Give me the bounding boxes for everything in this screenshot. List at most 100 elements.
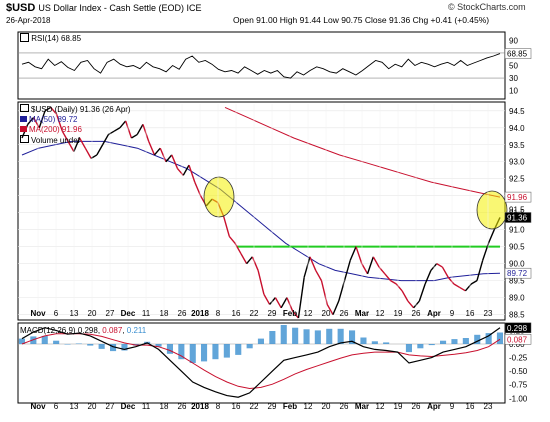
- price-x-tick: 23: [484, 309, 493, 318]
- macd-histogram-bar: [428, 344, 435, 346]
- highlight-circle-january: [203, 176, 235, 218]
- price-segment: [102, 134, 109, 146]
- legend-volume-text: Volume undef: [31, 136, 80, 145]
- price-x-tick: 13: [70, 309, 79, 318]
- macd-scale-label: -0.25: [509, 354, 528, 363]
- price-segment: [349, 246, 357, 261]
- macd-histogram-bar: [201, 344, 208, 362]
- macd-histogram-bar: [326, 328, 333, 344]
- macd-histogram-bar: [496, 332, 503, 344]
- price-scale-label: 88.5: [509, 311, 525, 320]
- price-segment: [372, 256, 380, 268]
- price-segment: [476, 260, 484, 281]
- ma50-badge-bg: [504, 267, 532, 279]
- price-segment: [228, 236, 236, 244]
- price-segment: [303, 256, 311, 278]
- price-segment: [251, 256, 259, 271]
- macd-x-tick: 29: [268, 402, 277, 411]
- price-scale-label: 90.5: [509, 243, 525, 252]
- price-segment: [27, 117, 35, 125]
- price-segment: [50, 106, 58, 115]
- price-x-tick: 11: [142, 309, 151, 318]
- price-x-tick: Feb: [283, 309, 297, 318]
- price-segment: [194, 181, 202, 196]
- price-segment: [401, 290, 409, 302]
- price-segment: [148, 141, 156, 156]
- ma200-badge: 91.96: [507, 193, 528, 202]
- price-segment: [61, 130, 69, 142]
- price-segment: [240, 253, 248, 264]
- macd-histogram-bar: [257, 338, 264, 344]
- rsi-series: [18, 52, 505, 79]
- price-segment: [441, 266, 449, 278]
- macd-histogram-bar: [18, 338, 25, 344]
- price-x-tick: Mar: [355, 309, 369, 318]
- price-segment: [297, 277, 305, 319]
- macd-x-tick: 19: [394, 402, 403, 411]
- macd-x-tick: 16: [232, 402, 241, 411]
- price-scale-label: 94.5: [509, 107, 525, 116]
- price-segment: [320, 280, 328, 305]
- macd-x-tick: 26: [178, 402, 187, 411]
- price-x-tick: Nov: [30, 309, 46, 318]
- macd-x-tick: Feb: [283, 402, 297, 411]
- x-axis-labels: Nov Nov 6 6 13 13 20 20 27 27 Dec Dec 11 11 18 18 26 26 20…: [30, 309, 493, 411]
- macd-x-tick: Mar: [355, 402, 369, 411]
- macd-histogram-bar: [337, 328, 344, 344]
- macd-histogram-bar: [64, 344, 71, 345]
- price-top-badge: 91.5: [509, 205, 525, 214]
- macd-x-tick: 12: [304, 402, 313, 411]
- price-segment: [182, 164, 190, 176]
- price-x-tick: 12: [304, 309, 313, 318]
- price-series: [18, 104, 508, 319]
- macd-x-tick: Nov: [30, 402, 46, 411]
- price-x-tick: 20: [88, 309, 97, 318]
- price-segment: [55, 113, 63, 132]
- price-segment: [470, 280, 478, 285]
- rsi-scale-label: 50: [509, 62, 518, 71]
- price-segment: [119, 120, 127, 129]
- legend-ma50-text: MA(50) 89.72: [29, 115, 78, 124]
- price-segment: [315, 270, 323, 281]
- price-scale-label: 93.5: [509, 141, 525, 150]
- rsi-scale-label: 30: [509, 74, 518, 83]
- legend-ma50: MA(50) 89.72: [20, 115, 131, 125]
- rsi-panel-frame: [17, 31, 506, 100]
- rsi-line: [21, 53, 501, 79]
- macd-x-tick: 27: [106, 402, 115, 411]
- legend-ma200-text: MA(200) 91.96: [29, 125, 82, 134]
- macd-badge-bg: [504, 322, 532, 334]
- macd-histogram-bar: [41, 335, 48, 344]
- price-segment: [436, 263, 443, 268]
- macd-x-tick: 2018: [191, 402, 209, 411]
- price-x-tick: 12: [376, 309, 385, 318]
- stockcharts-brand: © StockCharts.com: [448, 2, 526, 12]
- price-segment: [124, 120, 133, 139]
- macd-x-tick: 26: [412, 402, 421, 411]
- macd-x-tick: 6: [54, 402, 59, 411]
- price-segment: [280, 297, 288, 309]
- macd-signal-line: [21, 333, 501, 390]
- price-segment: [413, 300, 420, 309]
- macd-x-tick: Dec: [121, 402, 136, 411]
- legend-ma200-swatch: [20, 126, 27, 132]
- price-segment: [395, 283, 403, 292]
- price-segment: [263, 293, 271, 305]
- price-segment: [384, 273, 392, 282]
- rsi-current-badge-bg: [504, 48, 532, 59]
- legend-volume: Volume undef: [20, 135, 131, 146]
- price-segment: [38, 110, 46, 129]
- ma200-line: [224, 106, 501, 198]
- price-segment: [355, 246, 363, 264]
- price-segment: [188, 164, 196, 183]
- instrument-name: US Dollar Index - Cash Settle (EOD) ICE: [38, 3, 202, 13]
- price-x-tick: 6: [54, 309, 59, 318]
- price-segment: [165, 154, 173, 163]
- scale-labels: 9050301094.594.093.593.092.592.091.591.0…: [504, 36, 532, 403]
- price-segment: [257, 270, 265, 295]
- price-segment: [246, 256, 253, 265]
- macd-histogram-bar: [451, 339, 458, 344]
- price-segment: [108, 130, 115, 136]
- price-x-tick: 16: [466, 309, 475, 318]
- price-scale-label: 93.0: [509, 158, 525, 167]
